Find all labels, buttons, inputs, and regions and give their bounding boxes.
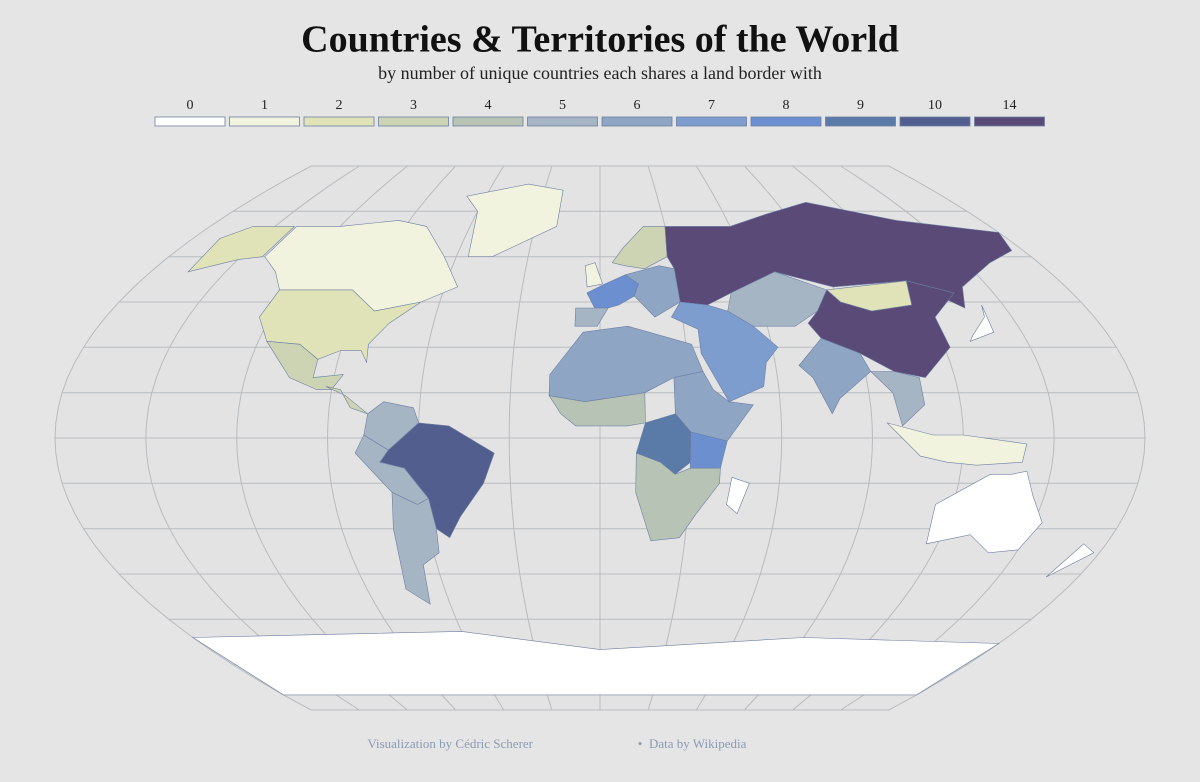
region	[886, 422, 1028, 466]
legend-label: 5	[559, 98, 566, 113]
title: Countries & Territories of the World	[301, 19, 899, 61]
region	[266, 340, 344, 390]
legend-label: 6	[634, 98, 641, 113]
region	[798, 337, 872, 415]
legend: 0 1 2 3 4 5 6 7 8 9 10 14	[154, 98, 1045, 127]
region	[391, 491, 440, 605]
legend-swatch	[527, 116, 598, 127]
legend-label: 7	[708, 98, 715, 113]
legend-swatch	[378, 116, 449, 127]
legend-swatch	[229, 116, 300, 127]
legend-label: 4	[485, 98, 492, 113]
legend-swatch	[750, 116, 822, 127]
region	[969, 304, 995, 342]
separator: •	[638, 736, 643, 751]
region	[574, 307, 609, 327]
credit: Visualization by Cédric Scherer	[367, 736, 533, 751]
region	[869, 371, 926, 427]
legend-label: 0	[187, 98, 194, 113]
legend-label: 1	[261, 98, 268, 113]
legend-label: 2	[336, 98, 343, 113]
legend-swatch	[452, 116, 524, 127]
legend-swatch	[899, 116, 971, 127]
legend-label: 3	[410, 98, 417, 113]
legend-swatch	[154, 116, 226, 127]
legend-label: 10	[928, 98, 942, 113]
land	[187, 183, 1095, 696]
legend-swatch	[303, 116, 375, 127]
legend-swatch	[825, 116, 896, 127]
region	[466, 183, 564, 258]
region	[548, 392, 646, 427]
region	[670, 301, 779, 403]
region	[1046, 543, 1095, 578]
source: Data by Wikipedia	[649, 736, 747, 751]
legend-label: 8	[783, 98, 790, 113]
legend-swatch	[974, 116, 1045, 127]
legend-swatch	[601, 116, 673, 127]
legend-swatch	[676, 116, 747, 127]
region	[584, 262, 603, 288]
legend-label: 14	[1003, 98, 1017, 113]
region	[925, 470, 1043, 554]
region	[187, 226, 296, 273]
subtitle: by number of unique countries each share…	[378, 63, 822, 83]
region	[635, 452, 721, 542]
region	[325, 386, 368, 415]
region	[624, 265, 681, 318]
region	[726, 476, 750, 515]
region	[191, 631, 1000, 696]
legend-label: 9	[857, 98, 864, 113]
